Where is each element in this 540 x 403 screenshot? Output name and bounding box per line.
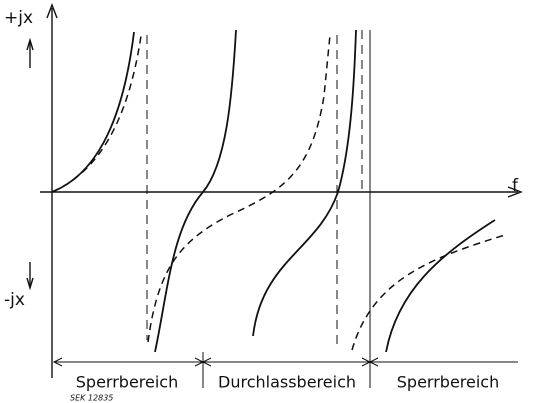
y-arrow: [46, 3, 58, 19]
curve-dashed: [51, 35, 142, 193]
curve-dashed: [147, 34, 331, 343]
x-arrow: [507, 186, 523, 198]
down-arrow-head: [26, 277, 34, 291]
band-label: Sperrbereich: [76, 373, 178, 392]
pos-label: +jx: [4, 8, 33, 28]
up-arrow-head: [26, 37, 34, 51]
curve-dashed: [351, 234, 506, 351]
band-label: Durchlassbereich: [218, 373, 356, 392]
band-arrows: [52, 357, 379, 367]
curve-solid: [154, 29, 237, 353]
band-label: Sperrbereich: [397, 373, 499, 392]
neg-label: -jx: [4, 290, 25, 310]
curve-solid: [385, 219, 496, 353]
f-label: f: [512, 176, 519, 196]
reference-code: SEK 12835: [70, 394, 113, 403]
curve-solid: [252, 29, 357, 337]
